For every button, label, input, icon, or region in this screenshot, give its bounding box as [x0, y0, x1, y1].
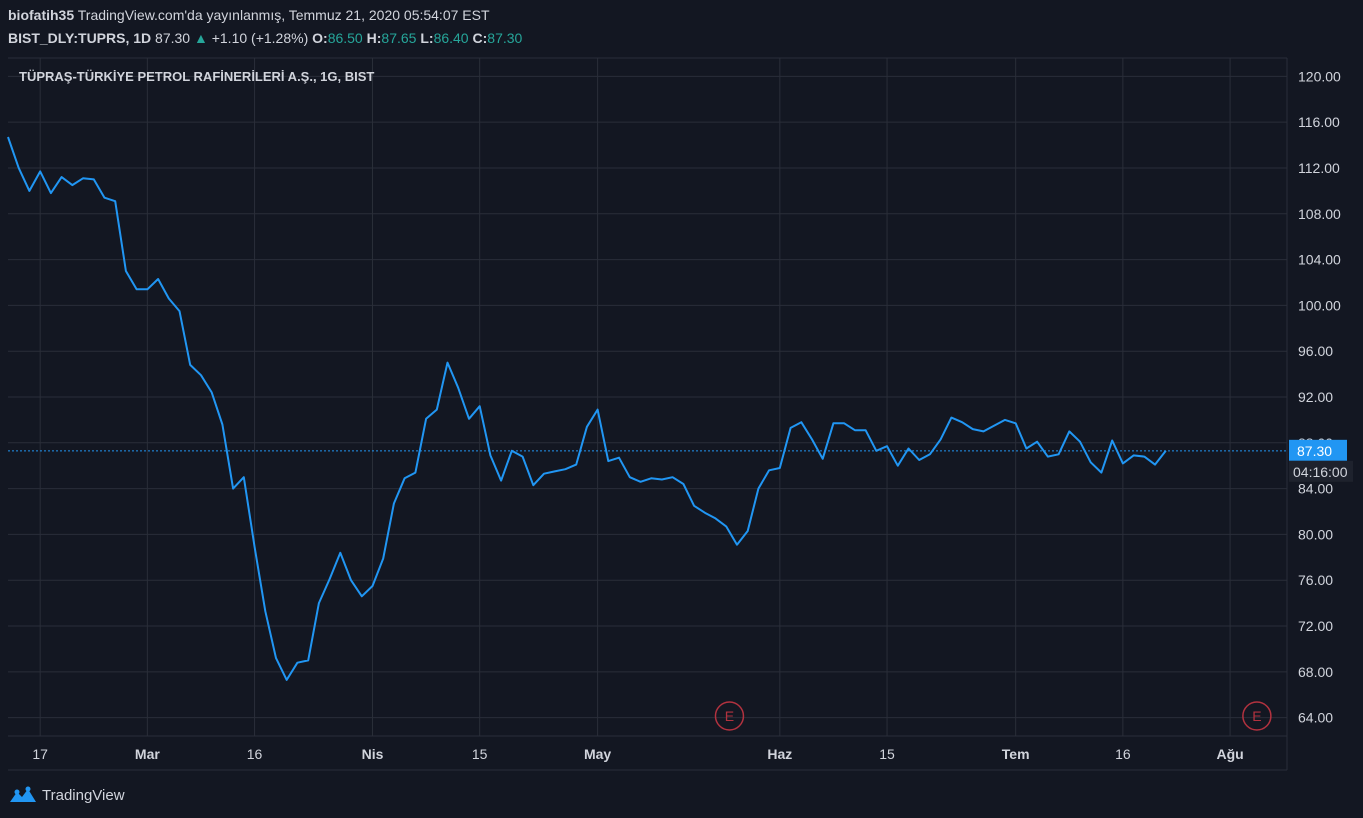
y-tick-label: 84.00	[1298, 481, 1333, 497]
x-tick-label: Ağu	[1216, 746, 1243, 762]
x-tick-label: Nis	[362, 746, 384, 762]
grid	[8, 58, 1287, 736]
y-tick-label: 112.00	[1298, 160, 1340, 176]
publish-info: biofatih35 TradingView.com'da yayınlanmı…	[8, 7, 490, 23]
y-tick-label: 96.00	[1298, 343, 1333, 359]
chart-title: TÜPRAŞ-TÜRKİYE PETROL RAFİNERİLERİ A.Ş.,…	[19, 69, 374, 84]
x-tick-label: Tem	[1002, 746, 1030, 762]
y-tick-label: 100.00	[1298, 297, 1341, 313]
countdown-bg	[1289, 460, 1353, 482]
brand-name[interactable]: TradingView	[42, 786, 125, 804]
footer: TradingView	[8, 784, 125, 806]
close-value: 87.30	[487, 30, 523, 46]
y-tick-label: 120.00	[1298, 68, 1341, 84]
low-label: L:	[420, 30, 434, 46]
price-tag-bg	[1289, 439, 1347, 461]
y-tick-label: 68.00	[1298, 664, 1333, 680]
y-tick-label: 80.00	[1298, 526, 1333, 542]
time-axis[interactable]: 17 Mar 16 Nis 15 May Haz 15 Tem 16 Ağu	[32, 746, 1243, 762]
x-tick-label: Mar	[135, 746, 160, 762]
publish-text: TradingView.com'da yayınlanmış, Temmuz 2…	[77, 7, 490, 23]
symbol-info: BIST_DLY:TUPRS, 1D 87.30 ▲ +1.10 (+1.28%…	[8, 30, 522, 46]
close-label: C:	[472, 30, 488, 46]
high-value: 87.65	[381, 30, 417, 46]
x-tick-label: 16	[247, 746, 263, 762]
y-tick-label: 92.00	[1298, 389, 1333, 405]
last-price: 87.30	[155, 30, 191, 46]
price-change: +1.10 (+1.28%)	[211, 30, 309, 46]
x-tick-label: 17	[32, 746, 48, 762]
y-tick-label: 116.00	[1298, 114, 1340, 130]
x-tick-label: 16	[1115, 746, 1131, 762]
current-price-label: 87.30 04:16:00	[1289, 439, 1353, 482]
x-tick-label: May	[584, 746, 611, 762]
earnings-event-marker	[714, 701, 745, 731]
username[interactable]: biofatih35	[8, 7, 75, 23]
open-label: O:	[312, 30, 328, 46]
triangle-up-icon: ▲	[193, 30, 208, 46]
price-tag-text: 87.30	[1297, 443, 1332, 459]
earnings-event-label: E	[725, 708, 734, 724]
y-tick-label: 108.00	[1298, 206, 1341, 222]
price-axis[interactable]: 120.00 116.00 112.00 108.00 104.00 100.00 96.0…	[1298, 68, 1341, 725]
y-tick-label: 64.00	[1298, 710, 1333, 726]
earnings-event-marker	[1242, 701, 1272, 731]
y-tick-label: 76.00	[1298, 572, 1333, 588]
high-label: H:	[366, 30, 382, 46]
low-value: 86.40	[433, 30, 469, 46]
symbol-name[interactable]: BIST_DLY:TUPRS, 1D	[8, 30, 152, 46]
earnings-event-label: E	[1252, 708, 1261, 724]
series-line	[7, 136, 1167, 681]
x-tick-label: Haz	[767, 746, 792, 762]
countdown-text: 04:16:00	[1293, 464, 1348, 480]
tradingview-logo-icon[interactable]	[8, 786, 38, 804]
y-tick-label: 104.00	[1298, 252, 1341, 268]
open-value: 86.50	[327, 30, 363, 46]
y-tick-label: 72.00	[1298, 618, 1333, 634]
x-tick-label: 15	[879, 746, 895, 762]
x-tick-label: 15	[472, 746, 488, 762]
